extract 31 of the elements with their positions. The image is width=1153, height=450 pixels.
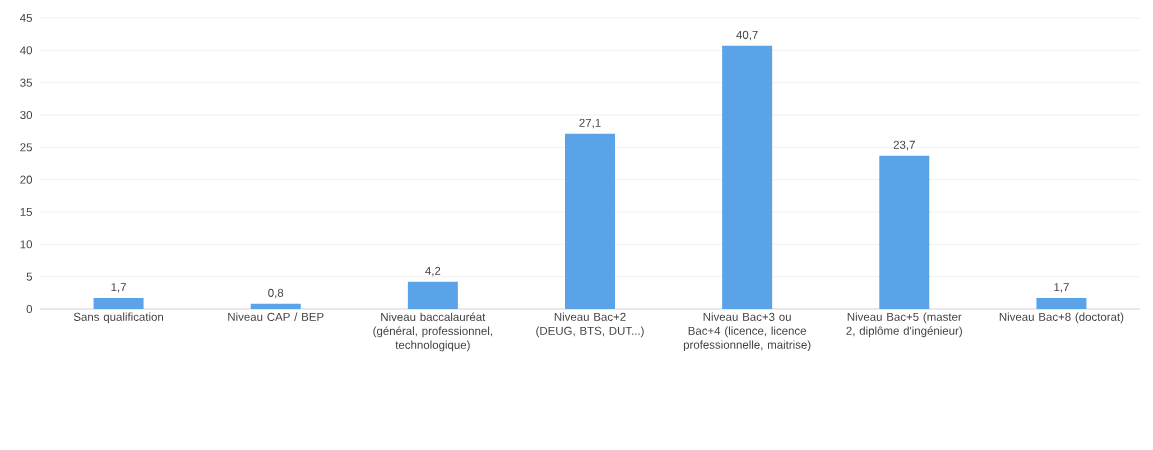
x-tick-label: Niveau Bac+8 (doctorat) xyxy=(999,312,1124,324)
bar xyxy=(1036,297,1087,309)
bar xyxy=(879,155,930,309)
x-tick-label: Sans qualification xyxy=(73,312,164,324)
bar xyxy=(93,297,144,309)
data-label: 23,7 xyxy=(893,140,915,151)
y-tick-label: 35 xyxy=(20,78,33,87)
x-tick-label: Niveau baccalauréat (général, professionnel, technologique) xyxy=(373,312,492,352)
x-tick-label: Niveau Bac+3 ou Bac+4 (licence, licence professionnelle, maitrise) xyxy=(683,312,811,352)
data-label: 27,1 xyxy=(579,118,601,129)
y-tick-label: 45 xyxy=(20,14,33,22)
y-tick-label: 20 xyxy=(20,175,33,184)
y-tick-label: 0 xyxy=(26,304,33,314)
x-tick-label: Niveau Bac+5 (master 2, diplôme d'ingénieur) xyxy=(846,312,962,338)
bar xyxy=(250,303,301,309)
data-label: 4,2 xyxy=(425,266,441,277)
data-label: 1,7 xyxy=(111,283,126,293)
data-label: 1,7 xyxy=(1054,283,1069,293)
bar xyxy=(565,133,615,309)
y-tick-label: 40 xyxy=(20,46,33,55)
x-tick-label: Niveau Bac+2 (DEUG, BTS, DUT...) xyxy=(536,312,644,338)
y-tick-label: 25 xyxy=(20,143,33,152)
y-tick-label: 30 xyxy=(20,110,33,120)
x-tick-label: Niveau CAP / BEP xyxy=(228,312,324,321)
data-label: 0,8 xyxy=(268,288,284,299)
bar xyxy=(407,281,458,309)
data-label: 40,7 xyxy=(736,30,758,41)
bar xyxy=(722,45,773,309)
y-tick-label: 5 xyxy=(26,272,33,281)
y-tick-label: 15 xyxy=(20,208,33,216)
y-tick-label: 10 xyxy=(20,240,33,249)
